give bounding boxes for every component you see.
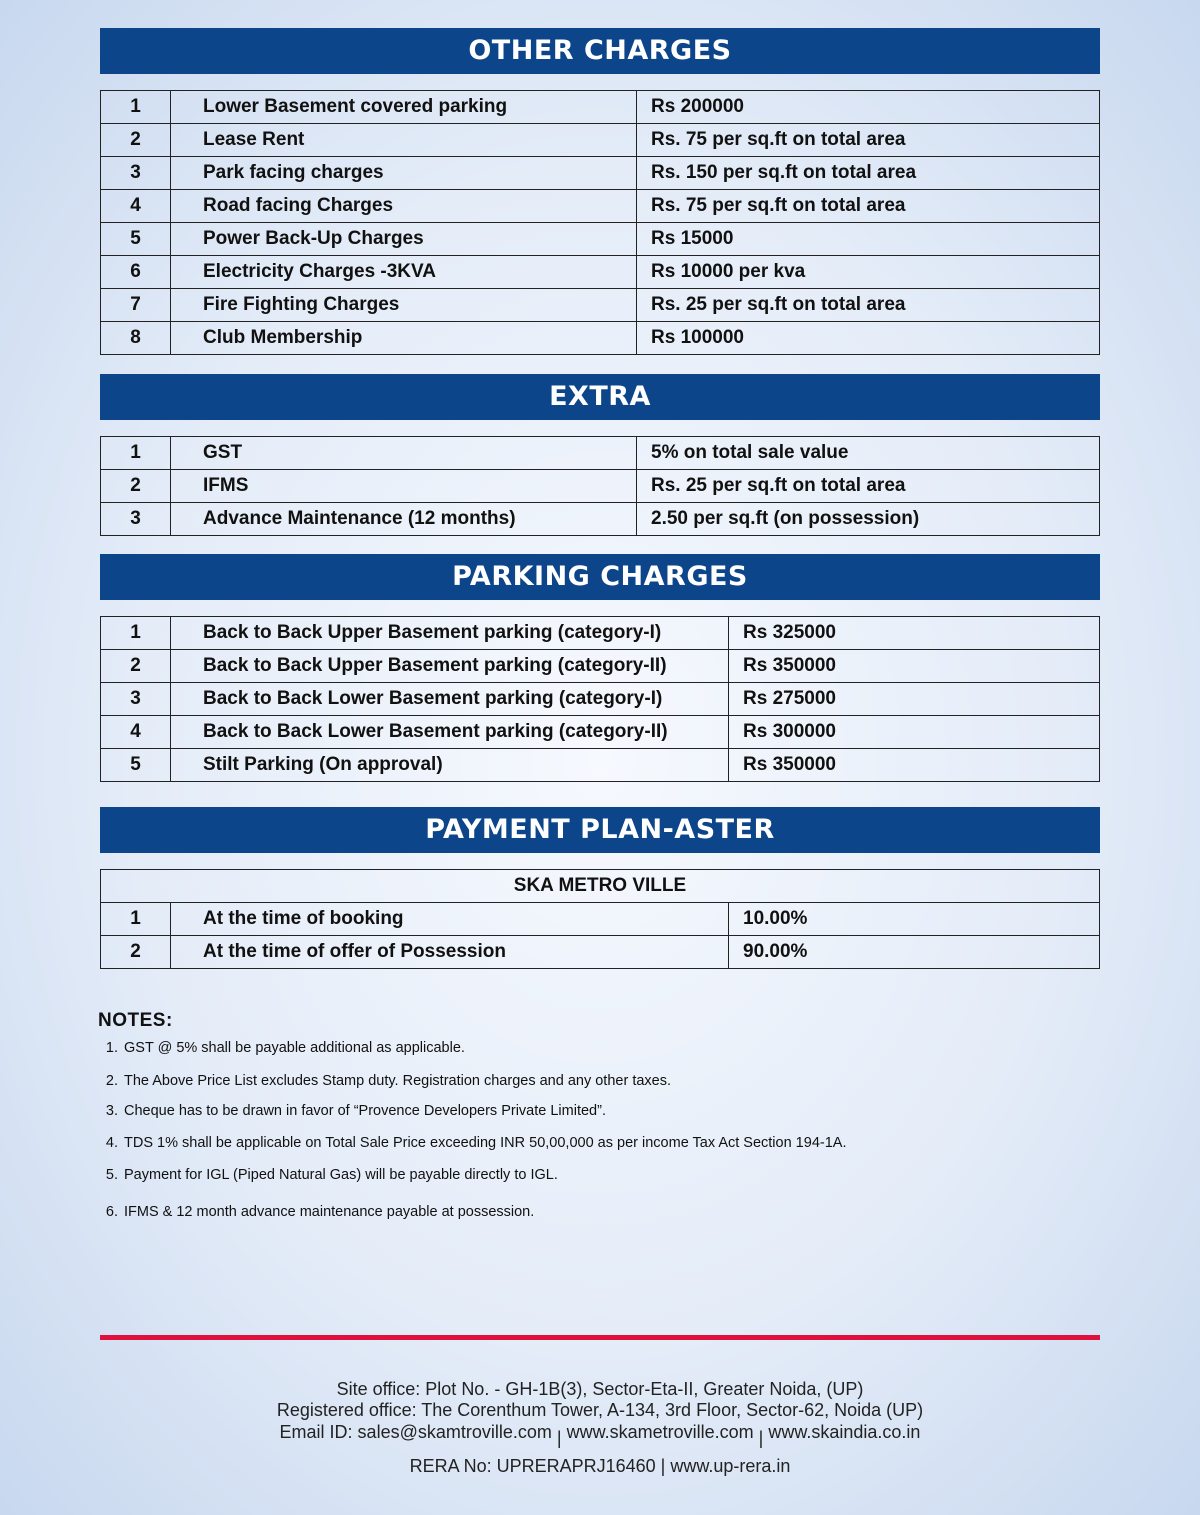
row-value: Rs 350000 (728, 748, 1100, 782)
notes-list: GST @ 5% shall be payable additional as … (98, 1040, 846, 1220)
table-row: 1 GST 5% on total sale value (100, 436, 1100, 470)
row-value: 10.00% (728, 902, 1100, 936)
contact-line: Email ID: sales@skamtroville.com | www.s… (279, 1422, 921, 1448)
row-value: Rs 200000 (636, 90, 1100, 124)
note-item: TDS 1% shall be applicable on Total Sale… (122, 1135, 846, 1151)
row-value: 90.00% (728, 935, 1100, 969)
row-value: Rs. 75 per sq.ft on total area (636, 189, 1100, 223)
row-number: 3 (100, 156, 171, 190)
row-description: IFMS (170, 469, 637, 503)
row-description: Back to Back Lower Basement parking (cat… (170, 682, 729, 716)
row-value: Rs. 25 per sq.ft on total area (636, 288, 1100, 322)
row-description: Lower Basement covered parking (170, 90, 637, 124)
other-charges-header: OTHER CHARGES (100, 28, 1100, 74)
row-description: Stilt Parking (On approval) (170, 748, 729, 782)
table-row: 2 Lease Rent Rs. 75 per sq.ft on total are… (100, 123, 1100, 157)
row-number: 7 (100, 288, 171, 322)
row-value: Rs 15000 (636, 222, 1100, 256)
table-row: 2 Back to Back Upper Basement parking (ca… (100, 649, 1100, 683)
table-row: 4 Back to Back Lower Basement parking (ca… (100, 715, 1100, 749)
row-number: 3 (100, 502, 171, 536)
parking-charges-header: PARKING CHARGES (100, 554, 1100, 600)
notes-heading: NOTES: (98, 1010, 173, 1031)
row-value: Rs 10000 per kva (636, 255, 1100, 289)
row-value: Rs 100000 (636, 321, 1100, 355)
footer-divider (100, 1335, 1100, 1340)
row-description: At the time of offer of Possession (170, 935, 729, 969)
row-value: 5% on total sale value (636, 436, 1100, 470)
row-number: 1 (100, 902, 171, 936)
row-number: 4 (100, 715, 171, 749)
row-description: Back to Back Upper Basement parking (cat… (170, 649, 729, 683)
table-row: 3 Back to Back Lower Basement parking (ca… (100, 682, 1100, 716)
row-description: Fire Fighting Charges (170, 288, 637, 322)
row-number: 2 (100, 123, 171, 157)
row-description: At the time of booking (170, 902, 729, 936)
table-row: 1 Lower Basement covered parking Rs 200000 (100, 90, 1100, 124)
notes-section: NOTES: GST @ 5% shall be payable additio… (98, 1010, 846, 1220)
table-row: 5 Power Back-Up Charges Rs 15000 (100, 222, 1100, 256)
row-number: 1 (100, 436, 171, 470)
row-number: 5 (100, 748, 171, 782)
note-item: IFMS & 12 month advance maintenance paya… (122, 1204, 846, 1220)
row-description: Power Back-Up Charges (170, 222, 637, 256)
note-item: GST @ 5% shall be payable additional as … (122, 1040, 846, 1056)
website-link[interactable]: www.skaindia.co.in (768, 1422, 921, 1442)
table-row: 2 At the time of offer of Possession 90.00… (100, 935, 1100, 969)
table-row: 5 Stilt Parking (On approval) Rs 350000 (100, 748, 1100, 782)
row-value: Rs 300000 (728, 715, 1100, 749)
table-row: 1 At the time of booking 10.00% (100, 902, 1100, 936)
row-number: 4 (100, 189, 171, 223)
note-item: Cheque has to be drawn in favor of “Prov… (122, 1103, 846, 1119)
table-row: 1 Back to Back Upper Basement parking (ca… (100, 616, 1100, 650)
table-row: 2 IFMS Rs. 25 per sq.ft on total area (100, 469, 1100, 503)
row-number: 2 (100, 935, 171, 969)
row-description: GST (170, 436, 637, 470)
row-number: 2 (100, 649, 171, 683)
project-name: SKA METRO VILLE (100, 869, 1100, 903)
table-row: 8 Club Membership Rs 100000 (100, 321, 1100, 355)
row-number: 3 (100, 682, 171, 716)
row-value: Rs. 25 per sq.ft on total area (636, 469, 1100, 503)
other-charges-table: 1 Lower Basement covered parking Rs 200000… (100, 90, 1100, 355)
table-row: 3 Advance Maintenance (12 months) 2.50 per… (100, 502, 1100, 536)
payment-plan-table: SKA METRO VILLE 1 At the time of booking 1… (100, 869, 1100, 969)
row-description: Road facing Charges (170, 189, 637, 223)
row-description: Lease Rent (170, 123, 637, 157)
email-link[interactable]: Email ID: sales@skamtroville.com (279, 1422, 552, 1442)
row-description: Club Membership (170, 321, 637, 355)
table-row: 7 Fire Fighting Charges Rs. 25 per sq.ft o… (100, 288, 1100, 322)
extra-header: EXTRA (100, 374, 1100, 420)
table-row: 3 Park facing charges Rs. 150 per sq.ft on… (100, 156, 1100, 190)
parking-charges-table: 1 Back to Back Upper Basement parking (ca… (100, 616, 1100, 782)
row-value: Rs. 150 per sq.ft on total area (636, 156, 1100, 190)
row-number: 8 (100, 321, 171, 355)
row-value: Rs 350000 (728, 649, 1100, 683)
row-description: Electricity Charges -3KVA (170, 255, 637, 289)
row-value: Rs 275000 (728, 682, 1100, 716)
row-value: Rs 325000 (728, 616, 1100, 650)
row-number: 6 (100, 255, 171, 289)
registered-office: Registered office: The Corenthum Tower, … (276, 1400, 924, 1420)
row-number: 1 (100, 616, 171, 650)
row-number: 2 (100, 469, 171, 503)
row-description: Back to Back Upper Basement parking (cat… (170, 616, 729, 650)
table-row: 4 Road facing Charges Rs. 75 per sq.ft on … (100, 189, 1100, 223)
extra-table: 1 GST 5% on total sale value 2 IFMS Rs. 25 pe… (100, 436, 1100, 536)
row-description: Back to Back Lower Basement parking (cat… (170, 715, 729, 749)
row-value: Rs. 75 per sq.ft on total area (636, 123, 1100, 157)
row-description: Advance Maintenance (12 months) (170, 502, 637, 536)
row-description: Park facing charges (170, 156, 637, 190)
note-item: The Above Price List excludes Stamp duty… (122, 1073, 846, 1089)
rera-number: RERA No: UPRERAPRJ16460 | www.up-rera.in (409, 1456, 791, 1476)
row-value: 2.50 per sq.ft (on possession) (636, 502, 1100, 536)
website-link[interactable]: www.skametroville.com (566, 1422, 754, 1442)
note-item: Payment for IGL (Piped Natural Gas) will… (122, 1167, 846, 1183)
row-number: 1 (100, 90, 171, 124)
site-office: Site office: Plot No. - GH-1B(3), Sector… (336, 1379, 864, 1399)
row-number: 5 (100, 222, 171, 256)
table-row: 6 Electricity Charges -3KVA Rs 10000 per k… (100, 255, 1100, 289)
payment-plan-header: PAYMENT PLAN-ASTER (100, 807, 1100, 853)
